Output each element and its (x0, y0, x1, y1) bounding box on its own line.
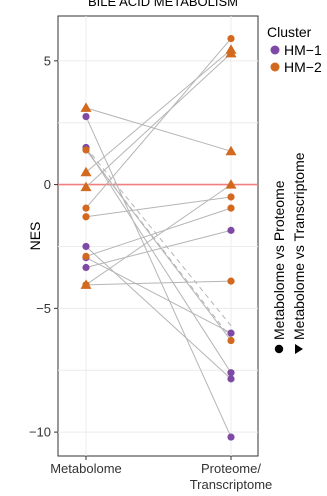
connector-line (85, 38, 232, 209)
data-point-omics (225, 145, 237, 156)
connector-line (85, 53, 232, 188)
legend-label: HM−2 (284, 59, 322, 75)
data-point-metabolome (80, 181, 92, 192)
y-tick-label: −5 (36, 301, 51, 316)
data-point-omics (227, 336, 235, 345)
connectors (85, 38, 232, 438)
data-point-omics (227, 375, 235, 383)
connector-line (85, 280, 232, 286)
connector-line (85, 257, 232, 334)
legend-shape-triangle (295, 344, 303, 354)
y-tick-label: −10 (29, 425, 51, 440)
legend-swatch (270, 45, 280, 55)
data-point-metabolome (82, 112, 90, 121)
x-tick-label: Transcriptome (190, 477, 273, 492)
y-tick-label: 0 (44, 177, 51, 192)
legend-shape-label: Metabolome vs Proteome (271, 180, 287, 340)
connector-line (85, 184, 232, 286)
legend-shape-label: Metabolome vs Transcriptome (291, 152, 307, 340)
legend-swatch (270, 62, 280, 72)
points (80, 34, 237, 441)
legend: Cluster HM−1HM−2 Metabolome vs Proteome Met… (267, 24, 322, 354)
data-point-metabolome (82, 263, 90, 272)
legend-title: Cluster (267, 24, 312, 40)
data-point-omics (227, 226, 235, 234)
data-point-metabolome (80, 166, 92, 177)
chart-title: BILE ACID METABOLISM (88, 0, 238, 9)
y-axis-label: NES (27, 222, 43, 251)
connector-line (85, 107, 232, 152)
connector-line (85, 116, 232, 438)
data-point-omics (225, 47, 237, 58)
data-point-omics (227, 329, 235, 337)
x-tick-label: Metabolome (50, 461, 122, 476)
plot-panel (57, 15, 259, 457)
data-point-metabolome (80, 279, 92, 289)
x-tick-label: Proteome/ (201, 461, 261, 476)
connector-line (85, 207, 232, 257)
axes: 5 0 −5 −10 Metabolome Proteome/Transcriptome (29, 53, 272, 492)
data-point-omics (225, 179, 237, 189)
grid (58, 16, 258, 456)
data-point-metabolome (82, 146, 90, 154)
data-point-omics (227, 277, 235, 285)
data-point-metabolome (82, 242, 90, 251)
connector-line-dashed (85, 147, 232, 326)
connector-line (85, 49, 232, 173)
data-point-omics (227, 204, 235, 212)
connector-line (85, 229, 232, 268)
data-point-metabolome (82, 213, 90, 221)
y-tick-label: 5 (44, 53, 51, 68)
data-point-metabolome (82, 204, 90, 212)
data-point-omics (227, 369, 235, 377)
connector-line (85, 147, 232, 373)
data-point-omics (227, 193, 235, 201)
legend-shape-circle (274, 344, 284, 354)
data-point-metabolome (82, 252, 90, 260)
data-point-omics (227, 34, 235, 43)
data-point-metabolome (80, 102, 92, 112)
legend-label: HM−1 (284, 42, 322, 58)
connector-line-dashed (85, 149, 232, 339)
data-point-omics (227, 433, 235, 441)
connector-line (85, 196, 232, 218)
